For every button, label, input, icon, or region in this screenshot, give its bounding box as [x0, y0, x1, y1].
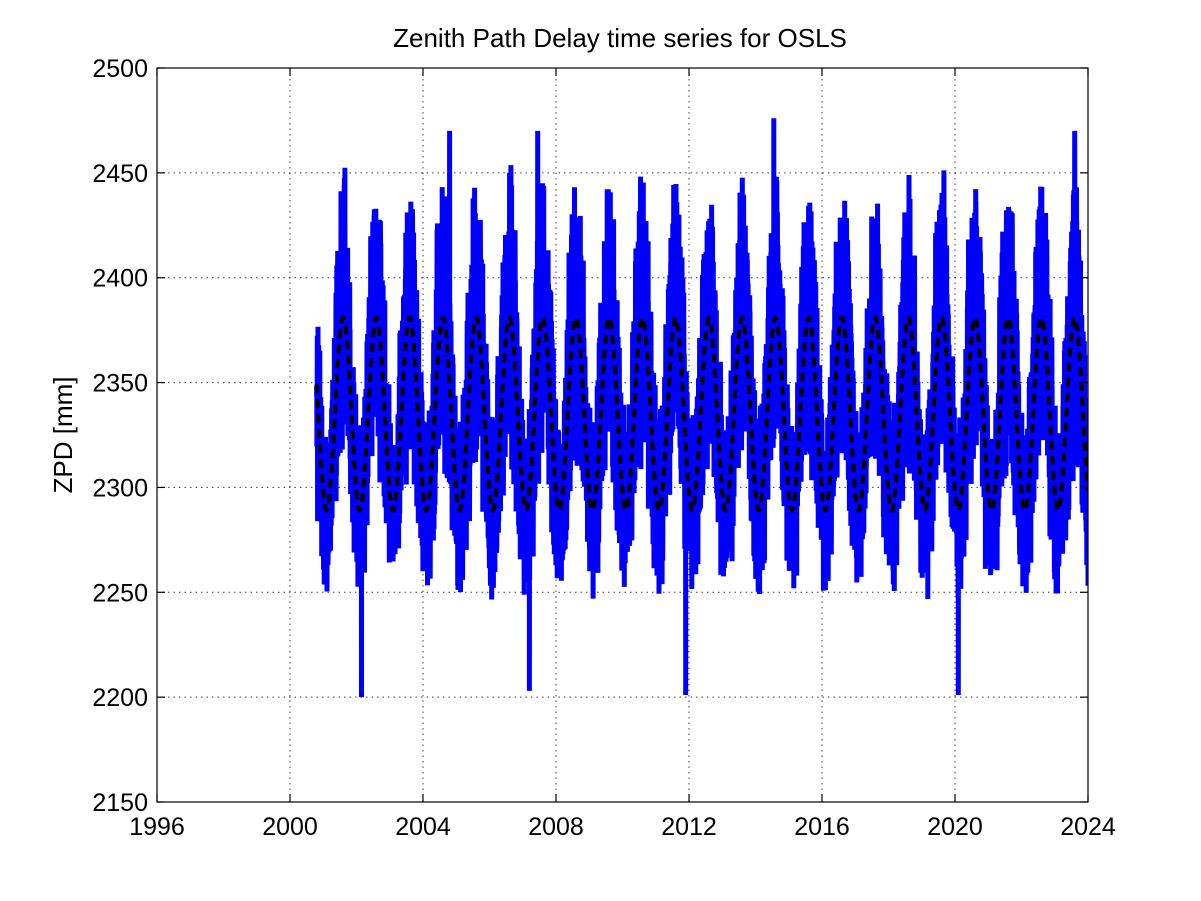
- tick-layer: 1996 2000 2004 2008 2012 2016 2020 2024 2150 2200…: [92, 55, 1116, 841]
- x-tick-label: 2012: [661, 813, 717, 841]
- y-tick-label: 2300: [92, 474, 148, 502]
- y-axis-label: ZPD [mm]: [48, 377, 78, 494]
- observed-zpd-line: [314, 118, 1088, 698]
- y-tick-label: 2350: [92, 370, 148, 398]
- x-tick-label: 2024: [1060, 813, 1116, 841]
- x-tick-label: 2004: [395, 813, 451, 841]
- x-tick-label: 2020: [927, 813, 983, 841]
- axes-box: [156, 67, 1089, 803]
- x-tick-label: 2016: [794, 813, 850, 841]
- y-tick-label: 2200: [92, 684, 148, 712]
- x-tick-label: 2000: [262, 813, 318, 841]
- chart-title: Zenith Path Delay time series for OSLS: [393, 23, 847, 53]
- y-tick-label: 2450: [92, 160, 148, 188]
- seasonal-model-dashed-line: [314, 315, 1088, 513]
- y-tick-label: 2250: [92, 579, 148, 607]
- x-tick-label: 2008: [528, 813, 584, 841]
- x-tick-label: 1996: [129, 813, 185, 841]
- y-tick-label: 2400: [92, 265, 148, 293]
- y-tick-label: 2500: [92, 55, 148, 83]
- series-layer: [314, 118, 1088, 698]
- y-tick-label: 2150: [92, 789, 148, 817]
